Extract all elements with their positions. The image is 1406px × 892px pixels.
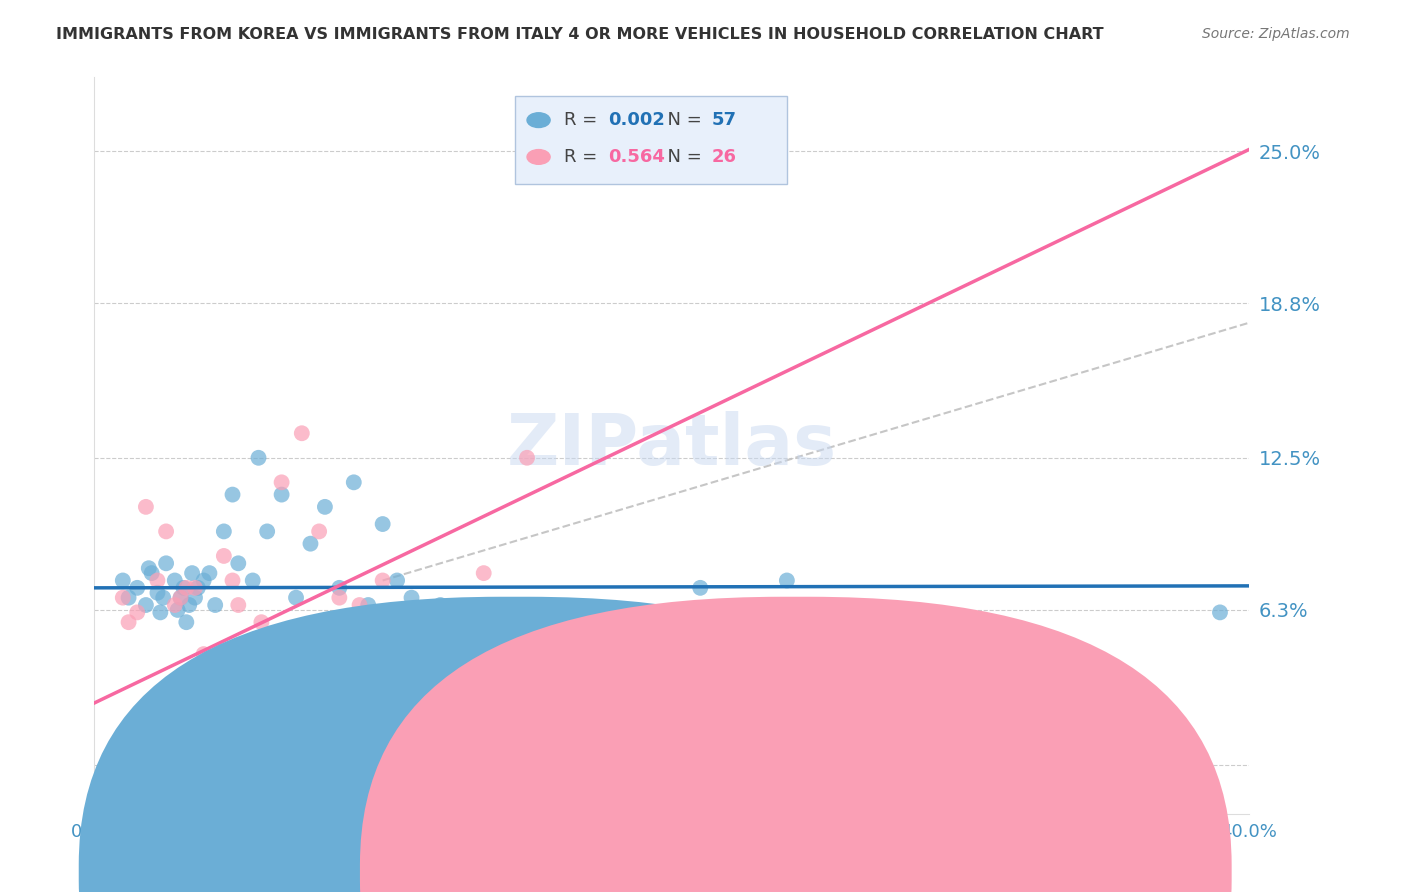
Text: 0.564: 0.564 — [607, 148, 665, 166]
Point — [169, 591, 191, 605]
Point — [166, 603, 188, 617]
Point — [949, 659, 972, 673]
Point — [152, 591, 174, 605]
Point — [141, 566, 163, 581]
Point — [111, 591, 134, 605]
Text: 0.002: 0.002 — [607, 112, 665, 129]
Point — [149, 606, 172, 620]
Text: 26: 26 — [711, 148, 737, 166]
Text: N =: N = — [657, 112, 707, 129]
Point — [862, 623, 884, 637]
Point — [458, 647, 481, 661]
Point — [181, 566, 204, 581]
Point — [212, 524, 235, 539]
Point — [343, 475, 366, 490]
Circle shape — [527, 112, 550, 128]
Point — [117, 615, 139, 630]
Point — [193, 647, 215, 661]
Point — [1078, 733, 1101, 747]
Point — [184, 591, 207, 605]
Point — [179, 598, 201, 612]
Point — [776, 574, 799, 588]
Point — [486, 672, 509, 686]
Point — [349, 598, 371, 612]
Point — [516, 450, 538, 465]
Point — [169, 591, 191, 605]
Point — [127, 581, 149, 595]
Point — [127, 606, 149, 620]
Point — [135, 500, 157, 514]
Point — [357, 598, 380, 612]
Point — [212, 549, 235, 563]
Point — [198, 566, 221, 581]
Point — [163, 598, 186, 612]
Text: R =: R = — [564, 148, 603, 166]
Text: Immigrants from Korea: Immigrants from Korea — [541, 863, 733, 881]
Point — [544, 684, 567, 698]
Point — [184, 581, 207, 595]
Point — [776, 684, 799, 698]
Point — [155, 524, 177, 539]
Point — [285, 591, 308, 605]
Point — [401, 591, 423, 605]
Point — [631, 672, 654, 686]
Point — [247, 450, 270, 465]
Point — [242, 574, 264, 588]
Text: IMMIGRANTS FROM KOREA VS IMMIGRANTS FROM ITALY 4 OR MORE VEHICLES IN HOUSEHOLD C: IMMIGRANTS FROM KOREA VS IMMIGRANTS FROM… — [56, 27, 1104, 42]
Point — [299, 536, 322, 550]
Point — [204, 598, 226, 612]
Point — [117, 591, 139, 605]
Point — [718, 647, 741, 661]
Circle shape — [527, 150, 550, 164]
Text: Immigrants from Italy: Immigrants from Italy — [823, 863, 1002, 881]
Point — [314, 500, 336, 514]
FancyBboxPatch shape — [516, 95, 787, 184]
Point — [429, 606, 451, 620]
Point — [1007, 708, 1029, 723]
Point — [256, 524, 278, 539]
Point — [371, 574, 394, 588]
Point — [193, 574, 215, 588]
Point — [291, 426, 314, 441]
Point — [328, 591, 350, 605]
Point — [226, 598, 249, 612]
Text: 57: 57 — [711, 112, 737, 129]
Point — [146, 586, 169, 600]
Point — [226, 557, 249, 571]
Point — [401, 672, 423, 686]
Point — [135, 598, 157, 612]
Text: Source: ZipAtlas.com: Source: ZipAtlas.com — [1202, 27, 1350, 41]
Point — [328, 581, 350, 595]
Point — [270, 475, 292, 490]
Point — [146, 574, 169, 588]
Point — [308, 524, 330, 539]
Point — [1152, 728, 1174, 742]
Point — [187, 581, 209, 595]
Text: R =: R = — [564, 112, 603, 129]
Point — [163, 574, 186, 588]
Point — [176, 581, 198, 595]
Point — [270, 487, 292, 501]
Point — [198, 659, 221, 673]
Point — [221, 487, 243, 501]
Point — [371, 516, 394, 531]
Point — [385, 574, 408, 588]
Point — [588, 696, 610, 710]
Point — [1209, 606, 1232, 620]
Point — [155, 557, 177, 571]
Point — [472, 566, 495, 581]
Point — [111, 574, 134, 588]
Point — [176, 615, 198, 630]
Point — [516, 659, 538, 673]
Point — [221, 574, 243, 588]
Point — [138, 561, 160, 575]
Text: ZIPatlas: ZIPatlas — [506, 411, 837, 480]
Point — [250, 615, 273, 630]
Text: N =: N = — [657, 148, 707, 166]
Point — [804, 647, 827, 661]
Point — [1180, 733, 1202, 747]
Point — [172, 581, 194, 595]
Point — [429, 598, 451, 612]
Point — [689, 581, 711, 595]
